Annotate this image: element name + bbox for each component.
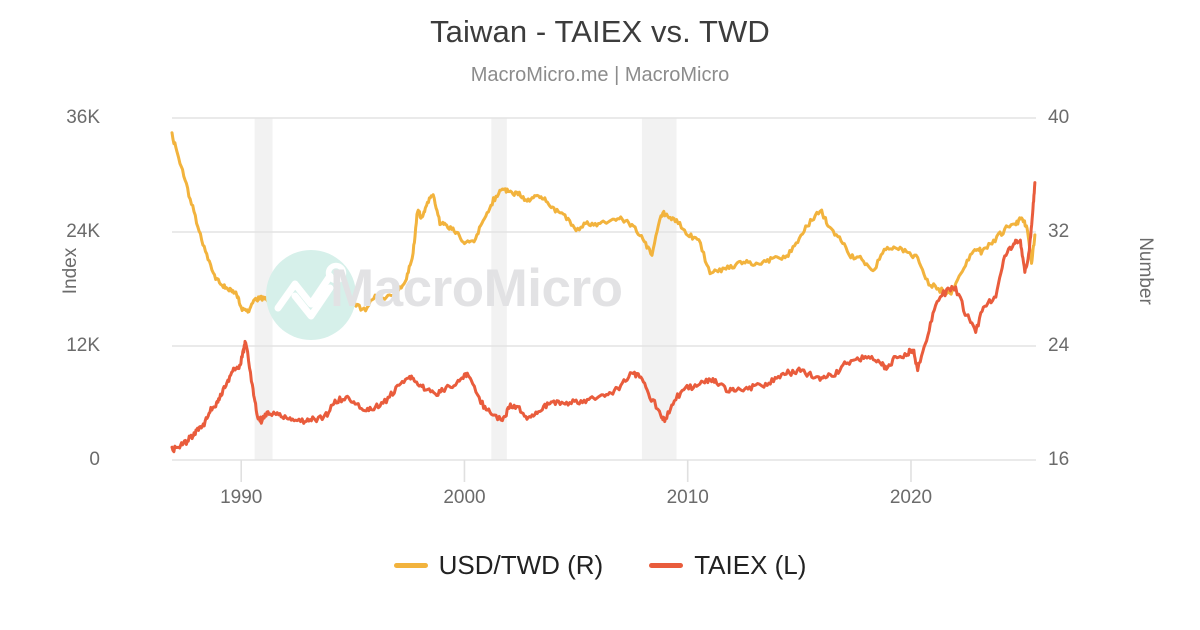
y-axis-left-tick-label: 36K [66,107,100,128]
chart-legend: USD/TWD (R) TAIEX (L) [0,550,1200,581]
y-axis-left-tick-label: 12K [66,335,100,356]
y-axis-right-ticks: 16 24 32 40 [1048,0,1118,630]
chart-title: Taiwan - TAIEX vs. TWD [430,14,770,49]
watermark-text: MacroMicro [330,259,623,318]
chart-subtitle: MacroMicro.me | MacroMicro [470,64,730,86]
y-axis-right-tick-label: 32 [1048,221,1070,242]
recession-band [641,118,677,460]
series-line-taiex-l[interactable] [170,181,1037,454]
y-axis-right-tick-label: 16 [1048,449,1070,470]
legend-item[interactable]: TAIEX (L) [649,550,806,581]
x-axis-tick-label: 1990 [220,487,263,508]
macromicro-logo-icon [262,246,360,349]
legend-item[interactable]: USD/TWD (R) [393,550,604,581]
x-axis-tick-label: 2020 [889,487,933,508]
y-axis-left-ticks: 0 12K 24K 36K [30,0,100,630]
y-axis-left-tick-label: 24K [66,221,100,242]
y-axis-right-tick-label: 40 [1048,107,1070,128]
legend-label: TAIEX (L) [694,550,807,580]
y-axis-right-tick-label: 24 [1048,335,1070,356]
recession-band [254,118,273,460]
legend-color-swatch [649,563,684,568]
x-axis-tick-label: 2010 [666,487,709,508]
x-axis-tick-label: 2000 [443,487,486,508]
legend-color-swatch [393,563,428,568]
y-axis-left-tick-label: 0 [89,449,100,470]
recession-band [491,118,507,460]
legend-label: USD/TWD (R) [438,550,604,580]
